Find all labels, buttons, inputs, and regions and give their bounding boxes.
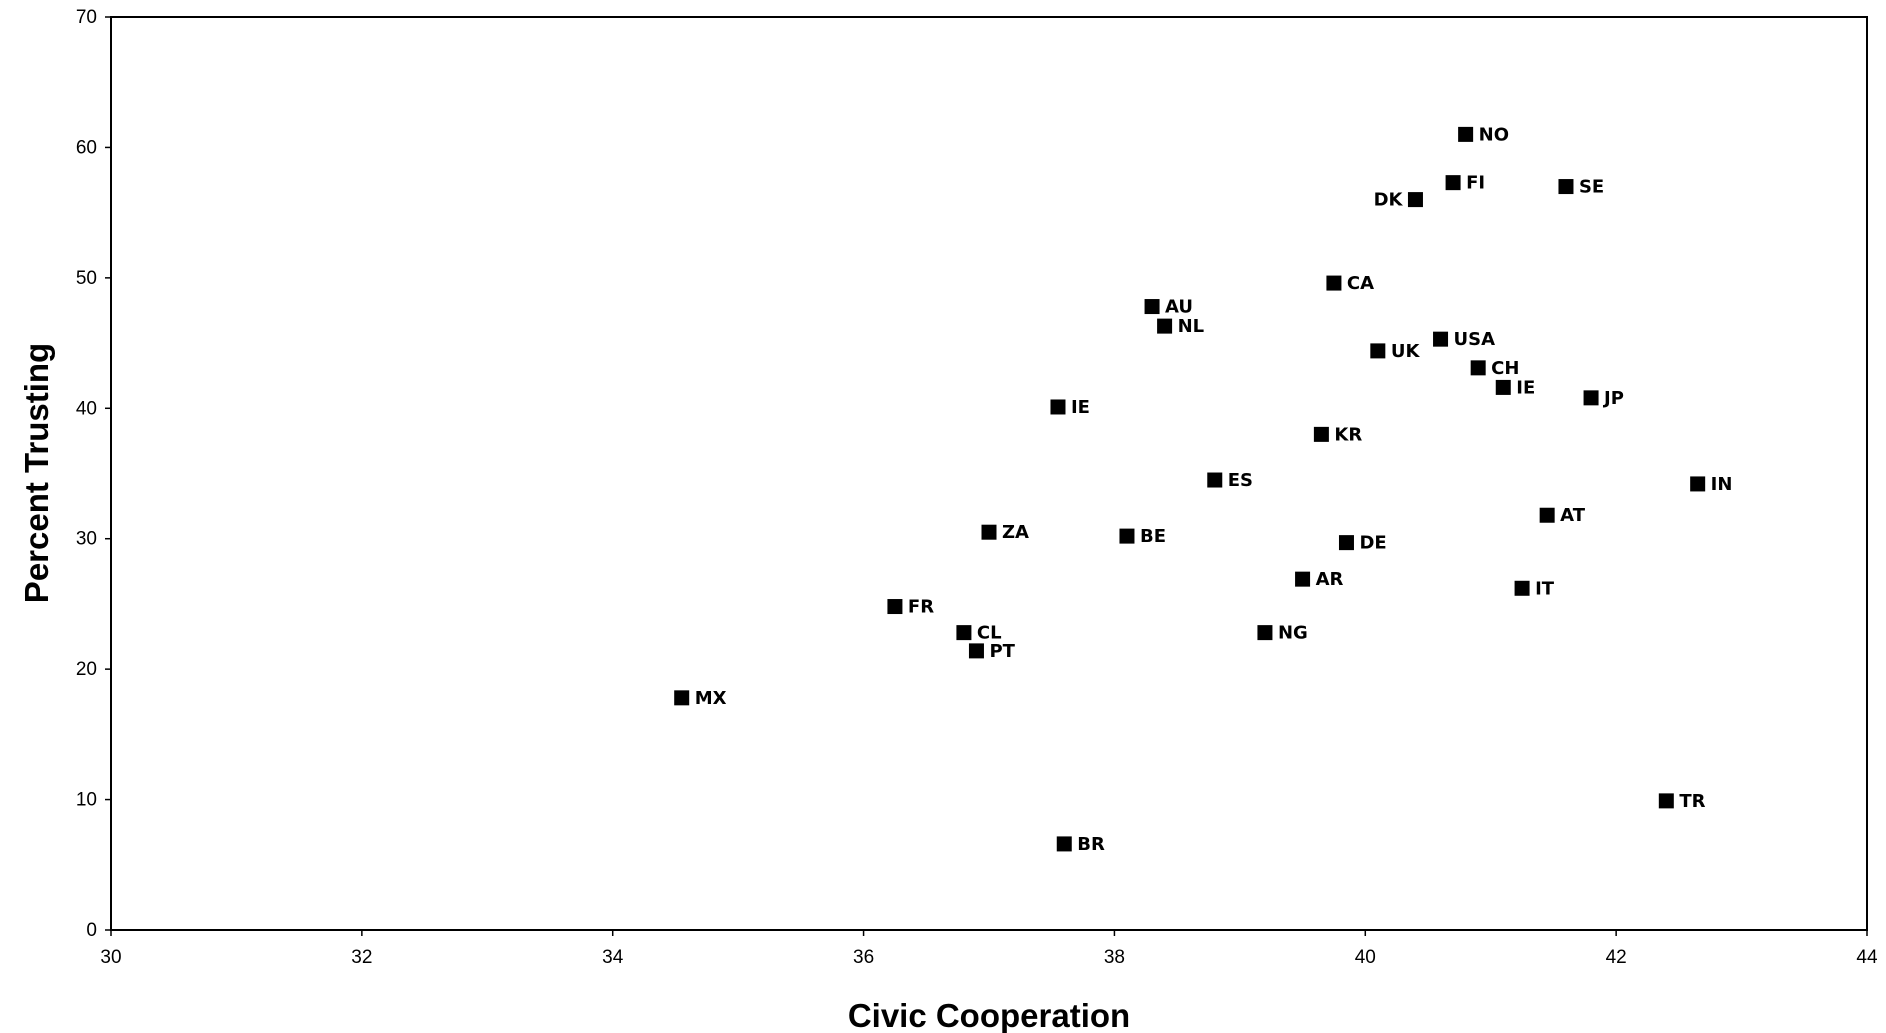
data-point: [1445, 175, 1461, 191]
point-label: DE: [1359, 533, 1386, 554]
data-point: [1056, 836, 1072, 852]
y-tick-label: 30: [76, 529, 97, 550]
data-point: [1583, 390, 1599, 406]
y-tick-label: 70: [76, 7, 97, 28]
data-point: [981, 524, 997, 540]
point-label: IE: [1516, 377, 1535, 398]
point-label: CL: [977, 623, 1002, 644]
point-label: BR: [1077, 834, 1105, 855]
point-label: IN: [1711, 474, 1733, 495]
x-tick-label: 40: [1355, 947, 1376, 968]
data-point: [1144, 299, 1160, 315]
y-axis-title: Percent Trusting: [18, 343, 55, 603]
x-tick-label: 42: [1606, 947, 1627, 968]
point-label: FR: [908, 597, 934, 618]
point-label: UK: [1391, 341, 1421, 362]
data-point: [956, 625, 972, 641]
data-point: [1207, 472, 1223, 488]
point-label: MX: [695, 688, 727, 709]
data-point: [1338, 535, 1354, 551]
y-tick-label: 0: [86, 920, 97, 941]
data-point: [1658, 793, 1674, 809]
point-label: KR: [1334, 424, 1362, 445]
x-tick-label: 34: [602, 947, 624, 968]
point-label: AU: [1165, 297, 1193, 318]
point-label: CH: [1491, 358, 1519, 379]
plot-area-frame: [110, 16, 1868, 931]
data-point: [1119, 528, 1135, 544]
data-point: [1370, 343, 1386, 359]
y-tick-label: 40: [76, 398, 97, 419]
data-point: [887, 599, 903, 615]
data-point: [1558, 179, 1574, 195]
x-tick-label: 44: [1856, 947, 1878, 968]
point-label: SE: [1579, 177, 1604, 198]
data-point: [674, 690, 690, 706]
data-point: [1313, 426, 1329, 442]
point-label: PT: [989, 641, 1015, 662]
point-label: TR: [1679, 791, 1705, 812]
data-point: [1326, 275, 1342, 291]
data-point: [1514, 580, 1530, 596]
data-point: [1407, 192, 1423, 208]
point-label: NO: [1479, 124, 1509, 145]
data-point: [1050, 399, 1066, 415]
data-point: [1157, 318, 1173, 334]
data-point: [1295, 571, 1311, 587]
point-label: ZA: [1002, 522, 1029, 543]
data-point: [968, 643, 984, 659]
data-point: [1433, 331, 1449, 347]
y-tick-label: 20: [76, 659, 97, 680]
y-tick-label: 60: [76, 137, 97, 158]
data-point: [1539, 507, 1555, 523]
x-axis: 30 32 34 36 38 40 42 44: [100, 930, 1878, 968]
x-tick-label: 38: [1104, 947, 1125, 968]
y-tick-label: 10: [76, 790, 97, 811]
y-axis: 0 10 20 30 40 50 60 70: [76, 7, 111, 941]
data-point: [1690, 476, 1706, 492]
point-label: DK: [1374, 190, 1404, 211]
point-label: USA: [1454, 329, 1496, 350]
point-label: CA: [1347, 273, 1374, 294]
data-point: [1495, 379, 1511, 395]
data-point: [1470, 360, 1486, 376]
point-label: BE: [1140, 526, 1166, 547]
point-label: JP: [1602, 388, 1624, 409]
x-tick-label: 32: [351, 947, 372, 968]
point-label: IE: [1071, 397, 1090, 418]
x-tick-label: 30: [100, 947, 121, 968]
point-label: IT: [1535, 578, 1555, 599]
point-label: AT: [1560, 505, 1586, 526]
y-tick-label: 50: [76, 268, 97, 289]
point-label: FI: [1466, 173, 1485, 194]
x-tick-label: 36: [853, 947, 874, 968]
point-label: ES: [1228, 470, 1253, 491]
data-point: [1257, 625, 1273, 641]
point-label: AR: [1316, 569, 1344, 590]
x-axis-title: Civic Cooperation: [848, 997, 1130, 1033]
point-label: NL: [1178, 316, 1205, 337]
point-label: NG: [1278, 623, 1308, 644]
data-point: [1458, 126, 1474, 142]
